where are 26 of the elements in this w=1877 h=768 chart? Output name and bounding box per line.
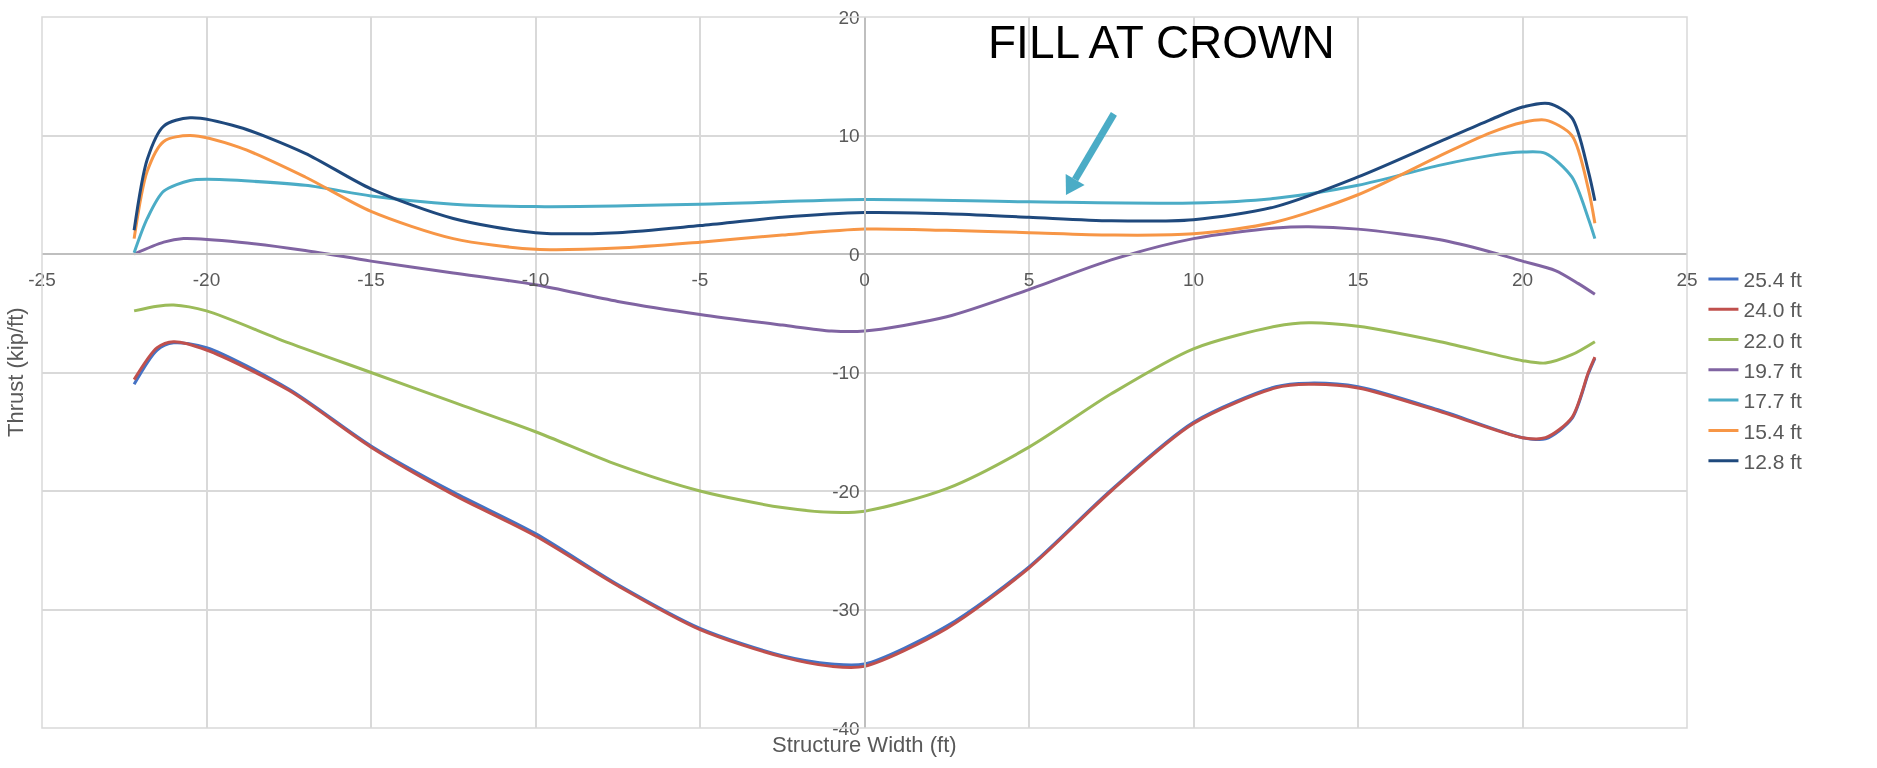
x-tick-label: -5 [691,268,709,290]
x-tick-label: 20 [1511,268,1534,290]
line-series [132,303,1597,514]
legend-label: 15.4 ft [1743,419,1802,443]
y-axis-title: Thrust (kip/ft) [3,307,28,437]
legend-label: 19.7 ft [1743,358,1802,382]
legend-label: 12.8 ft [1743,449,1802,473]
y-tick-label: 20 [838,6,860,28]
x-tick-label: 25 [1676,268,1698,290]
y-tick-label: 0 [849,243,860,265]
legend-label: 24.0 ft [1743,298,1802,322]
x-tick-label: -20 [192,268,221,290]
y-tick-label: -30 [832,599,860,621]
legend-label: 22.0 ft [1743,328,1802,352]
x-tick-label: -15 [357,268,385,290]
y-tick-label: -20 [832,480,860,502]
x-tick-label: -25 [28,268,56,290]
y-tick-label: 10 [838,125,860,147]
x-tick-label: 15 [1347,268,1369,290]
y-tick-label: -10 [832,362,860,384]
line-series [132,101,1597,236]
x-tick-label: 10 [1182,268,1205,290]
legend-label: 17.7 ft [1743,389,1802,413]
legend-label: 25.4 ft [1743,268,1802,292]
x-tick-label: 5 [1023,268,1035,290]
annotation: FILL AT CROWN [988,16,1335,68]
